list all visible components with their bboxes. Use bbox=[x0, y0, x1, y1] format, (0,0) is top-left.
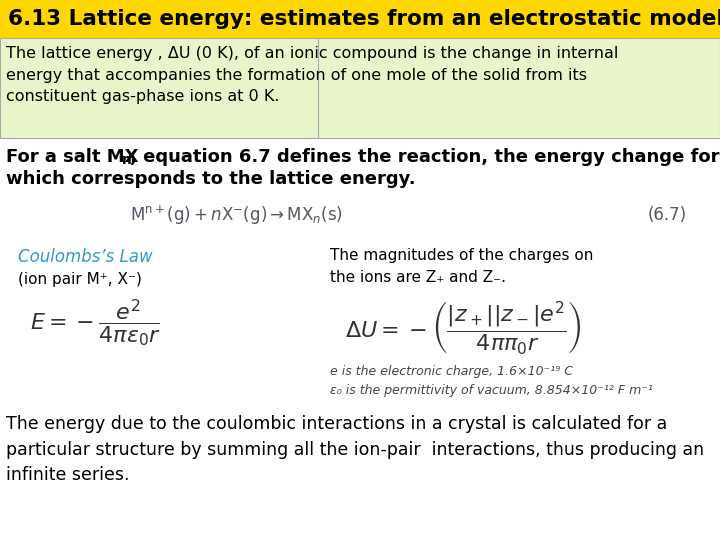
Bar bbox=[0, 38, 720, 138]
Text: $E = -\dfrac{e^2}{4\pi\varepsilon_0 r}$: $E = -\dfrac{e^2}{4\pi\varepsilon_0 r}$ bbox=[30, 297, 161, 349]
Text: The magnitudes of the charges on
the ions are Z₊ and Z₋.: The magnitudes of the charges on the ion… bbox=[330, 248, 593, 285]
Text: e is the electronic charge, 1.6×10⁻¹⁹ C
ε₀ is the permittivity of vacuum, 8.854×: e is the electronic charge, 1.6×10⁻¹⁹ C … bbox=[330, 365, 653, 397]
Text: The energy due to the coulombic interactions in a crystal is calculated for a
pa: The energy due to the coulombic interact… bbox=[6, 415, 704, 484]
Text: n: n bbox=[122, 153, 132, 167]
Text: which corresponds to the lattice energy.: which corresponds to the lattice energy. bbox=[6, 170, 415, 188]
Text: The lattice energy , ΔU (0 K), of an ionic compound is the change in internal
en: The lattice energy , ΔU (0 K), of an ion… bbox=[6, 46, 618, 104]
Text: (ion pair M⁺, X⁻): (ion pair M⁺, X⁻) bbox=[18, 272, 142, 287]
Text: 6.13 Lattice energy: estimates from an electrostatic model: 6.13 Lattice energy: estimates from an e… bbox=[8, 9, 720, 29]
Text: $\mathrm{M^{n+}(g) + \mathit{n}X^{-}(g) \rightarrow MX_{\mathit{n}}(s)}$: $\mathrm{M^{n+}(g) + \mathit{n}X^{-}(g) … bbox=[130, 204, 343, 227]
Bar bbox=[0, 0, 720, 38]
Text: Coulombs’s Law: Coulombs’s Law bbox=[18, 248, 153, 266]
Text: , equation 6.7 defines the reaction, the energy change for: , equation 6.7 defines the reaction, the… bbox=[130, 148, 719, 166]
Text: For a salt MX: For a salt MX bbox=[6, 148, 138, 166]
Text: (6.7): (6.7) bbox=[648, 206, 687, 224]
Text: $\Delta U = -\left(\dfrac{|z_+||z_-|e^2}{4\pi\pi_0 r}\right)$: $\Delta U = -\left(\dfrac{|z_+||z_-|e^2}… bbox=[345, 300, 582, 356]
